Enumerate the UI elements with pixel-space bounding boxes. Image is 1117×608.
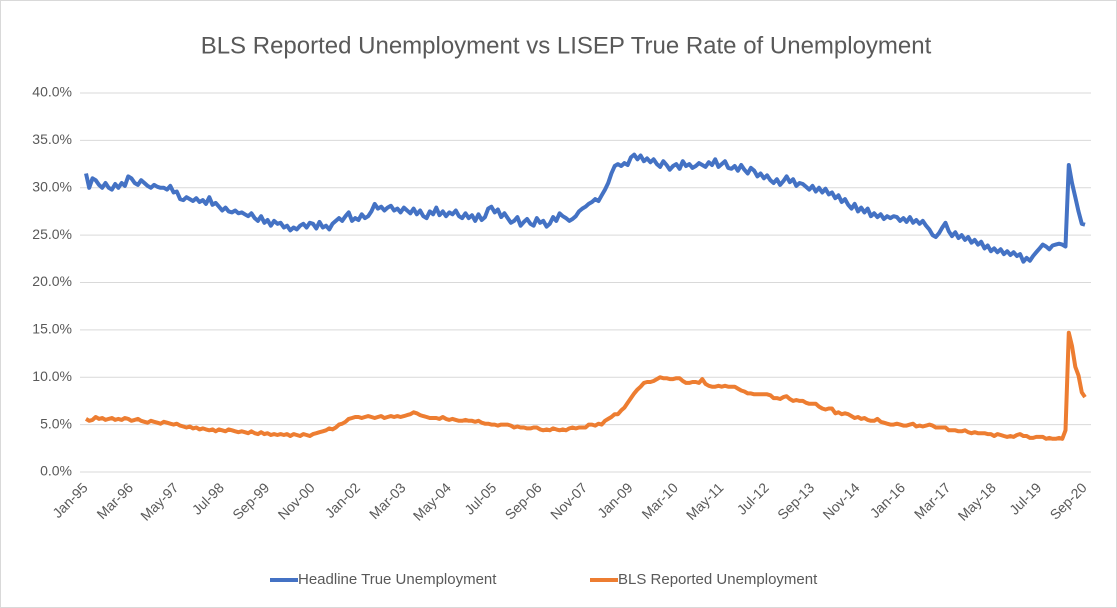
y-tick-label: 40.0% xyxy=(32,84,72,100)
y-tick-label: 0.0% xyxy=(40,463,72,479)
y-tick-label: 30.0% xyxy=(32,178,72,194)
legend-label: Headline True Unemployment xyxy=(298,571,497,588)
y-tick-label: 20.0% xyxy=(32,273,72,289)
y-tick-label: 25.0% xyxy=(32,226,72,242)
line-series xyxy=(84,152,1086,264)
y-tick-label: 5.0% xyxy=(40,415,72,431)
chart-title: BLS Reported Unemployment vs LISEP True … xyxy=(201,32,932,59)
line-series xyxy=(84,330,1087,441)
legend-label: BLS Reported Unemployment xyxy=(618,571,818,588)
y-tick-label: 35.0% xyxy=(32,131,72,147)
y-tick-label: 10.0% xyxy=(32,368,72,384)
y-tick-label: 15.0% xyxy=(32,321,72,337)
